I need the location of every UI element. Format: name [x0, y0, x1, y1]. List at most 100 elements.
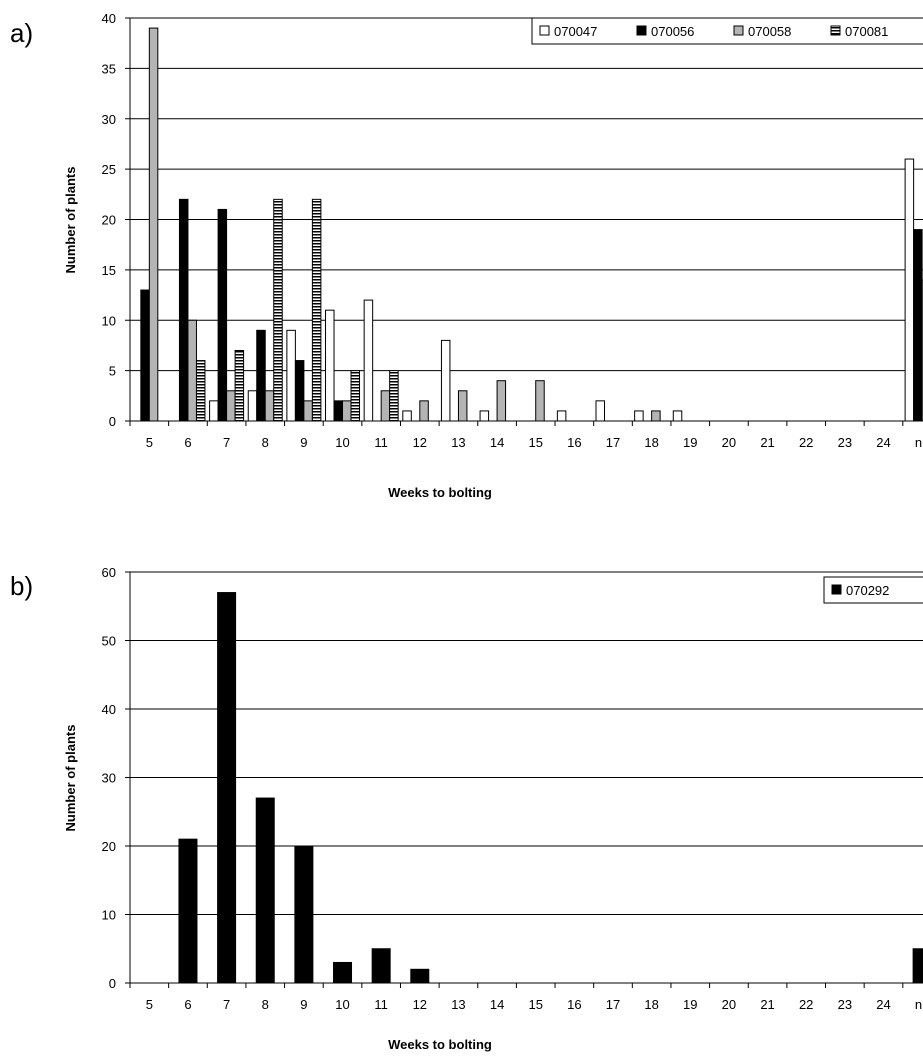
chart-a-legend-label-070047: 070047: [554, 24, 597, 39]
chart-b-ylabel: Number of plants: [63, 725, 78, 832]
chart-b-xtick-label: 15: [528, 997, 542, 1012]
chart-a-ytick-label: 40: [102, 11, 116, 26]
chart-a-xtick-label: 10: [335, 435, 349, 450]
chart-b-ytick-label: 60: [102, 565, 116, 580]
chart-a-bar-070047-8: [247, 390, 258, 422]
chart-b-xtick-label: 12: [413, 997, 427, 1012]
chart-b-xtick-label: 17: [606, 997, 620, 1012]
chart-a-bar-070047-17: [595, 400, 605, 422]
chart-a-bar-070047-12: [402, 410, 412, 422]
chart-a-xtick-label: 8: [262, 435, 269, 450]
chart-a-legend-box: [531, 17, 923, 45]
chart-a-xtick-label: 18: [644, 435, 658, 450]
chart-a-panel-label: a): [10, 18, 33, 48]
chart-a-xtick-label: 20: [722, 435, 736, 450]
chart-a-legend-swatch-070047: [539, 25, 550, 36]
chart-a-bar-070058-5: [148, 27, 159, 422]
chart-a-bar-070056-8: [256, 329, 266, 422]
chart-a-bar-070047-11: [363, 299, 374, 422]
chart-b-xtick-label: 7: [223, 997, 230, 1012]
chart-a-xtick-label: 23: [838, 435, 852, 450]
chart-b-xtick-label: 9: [300, 997, 307, 1012]
chart-b-xtick-label: 6: [184, 997, 191, 1012]
chart-a-xtick-label: 13: [451, 435, 465, 450]
chart-b-legend-label-070292: 070292: [846, 583, 889, 598]
chart-a-xtick-label: 14: [490, 435, 504, 450]
chart-b-bar-070292-10: [333, 961, 353, 984]
chart-b-ytick-label: 10: [102, 908, 116, 923]
chart-b-xtick-label: 23: [838, 997, 852, 1012]
chart-a-bar-070081-6: [195, 360, 206, 422]
chart-a-xtick-label: 24: [876, 435, 890, 450]
chart-b-xtick-label: 20: [722, 997, 736, 1012]
chart-a-bar-070056-6: [178, 198, 189, 422]
chart-a-xtick-label: 5: [146, 435, 153, 450]
chart-a-xtick-label: 16: [567, 435, 581, 450]
chart-b-xtick-label: nb: [915, 997, 923, 1012]
chart-a-bar-070058-8: [264, 390, 275, 422]
chart-a-bar-070058-18: [651, 410, 661, 422]
chart-a-xtick-label: 9: [300, 435, 307, 450]
chart-a-ytick-label: 10: [102, 313, 116, 328]
chart-a-xtick-label: 7: [223, 435, 230, 450]
chart-a-bar-070058-9: [303, 400, 313, 422]
chart-a-legend-swatch-070056: [636, 25, 647, 36]
chart-b-bar-070292-12: [410, 968, 430, 984]
chart-a-bar-070058-10: [342, 400, 352, 422]
chart-b-xtick-label: 8: [262, 997, 269, 1012]
chart-a-xtick-label: 11: [374, 435, 388, 450]
chart-b-xtick-label: 11: [374, 997, 388, 1012]
chart-a-bar-070058-15: [535, 380, 545, 422]
chart-b-bar-070292-nb: [912, 948, 923, 984]
chart-a-bar-070056-10: [333, 400, 344, 422]
chart-b-ytick-label: 50: [102, 634, 116, 649]
chart-b-panel-label: b): [10, 571, 33, 601]
chart-a-bar-070056-7: [217, 208, 228, 422]
chart-b-xtick-label: 24: [876, 997, 890, 1012]
chart-b-xtick-label: 14: [490, 997, 504, 1012]
chart-a-ytick-label: 5: [109, 364, 116, 379]
chart-a-bar-070047-10: [325, 309, 335, 422]
chart-a-bar-070056-nb: [913, 229, 923, 422]
chart-a-bar-070056-5: [140, 289, 150, 422]
chart-a-bar-070058-12: [419, 400, 429, 422]
chart-b: 0 10 20 30 40 50 60 5 6 7 8 9 10 11 12 13 14 15 16 17 18 19 20…: [10, 565, 923, 1052]
chart-a-bar-070081-9: [311, 198, 322, 422]
chart-a-bar-070047-7: [209, 400, 219, 422]
chart-b-xtick-label: 19: [683, 997, 697, 1012]
chart-b-bar-070292-11: [371, 948, 391, 984]
chart-b-bar-070292-8: [255, 797, 275, 984]
chart-a-xtick-label: 6: [184, 435, 191, 450]
chart-a-ylabel: Number of plants: [63, 167, 78, 274]
chart-b-bar-070292-9: [294, 845, 314, 984]
chart-b-ytick-label: 0: [109, 976, 116, 991]
chart-a-bar-070047-nb: [904, 158, 915, 422]
chart-a-bar-070058-11: [380, 390, 391, 422]
chart-a-ytick-label: 0: [109, 414, 116, 429]
chart-a-bar-070081-7: [234, 349, 245, 422]
chart-a-bar-070047-14: [479, 410, 490, 422]
chart-a-xtick-label: 22: [799, 435, 813, 450]
chart-a-xtick-label: 12: [413, 435, 427, 450]
chart-b-xtick-label: 5: [146, 997, 153, 1012]
chart-a-legend-label-070056: 070056: [651, 24, 694, 39]
chart-a-bar-070081-10: [350, 370, 361, 422]
chart-b-ytick-label: 20: [102, 839, 116, 854]
chart-a-xtick-label: nb: [915, 435, 923, 450]
chart-b-legend-swatch-070292: [831, 584, 842, 595]
chart-a-xtick-label: 19: [683, 435, 697, 450]
chart-b-xlabel: Weeks to bolting: [388, 1037, 492, 1052]
chart-a-ytick-label: 25: [102, 162, 116, 177]
chart-a-ytick-label: 30: [102, 112, 116, 127]
chart-a-bar-070047-19: [672, 410, 683, 422]
chart-a-bar-070058-6: [187, 319, 197, 422]
chart-b-xtick-label: 13: [451, 997, 465, 1012]
chart-b-xtick-label: 21: [760, 997, 774, 1012]
chart-b-bar-070292-7: [217, 592, 237, 984]
chart-a-ytick-label: 35: [102, 61, 116, 76]
chart-a-bar-070047-13: [440, 339, 451, 422]
chart-a-legend-label-070081: 070081: [845, 24, 888, 39]
chart-a-ytick-label: 20: [102, 213, 116, 228]
chart-a-xtick-label: 15: [528, 435, 542, 450]
